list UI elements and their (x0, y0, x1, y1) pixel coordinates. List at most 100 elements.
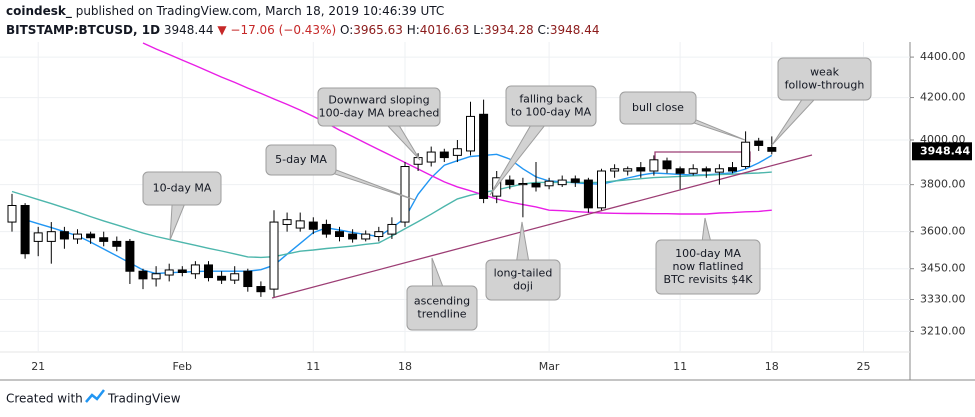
candle-body (597, 170, 606, 209)
ohlc-key: O: (340, 23, 353, 37)
published: published on TradingView.com, March 18, … (76, 4, 445, 18)
ohlc-value: 3965.63 (353, 23, 403, 37)
candle-body (73, 233, 82, 240)
candle-body (125, 240, 135, 272)
y-tick-label: 3450.00 (920, 262, 966, 275)
header-line-2: BITSTAMP:BTCUSD, 1D 3948.44 ▼ −17.06 (−0… (6, 23, 599, 37)
ohlc-key: L: (473, 23, 484, 37)
x-tick-label: Mar (539, 360, 560, 373)
moving-average (142, 42, 772, 215)
callout-text: long-tailed (494, 267, 553, 280)
candles (7, 99, 777, 297)
moving-average (24, 153, 773, 275)
callout-text: BTC revisits $4K (664, 273, 754, 286)
callout-text: 10-day MA (153, 182, 212, 195)
candle-body (138, 270, 148, 280)
candle-body (714, 168, 724, 173)
callout-text: doji (513, 280, 533, 293)
ohlc-value: 4016.63 (420, 23, 470, 37)
candle-body (151, 273, 161, 280)
candle-body (230, 273, 240, 281)
callout-box (619, 91, 697, 125)
candle-body (335, 231, 344, 238)
candle-body (544, 180, 554, 187)
callout-box (317, 87, 441, 127)
symbol: BITSTAMP:BTCUSD, 1D (6, 23, 160, 37)
candle-body (243, 270, 253, 288)
callout-text: trendline (417, 308, 466, 321)
y-tick-label: 3330.00 (920, 293, 966, 306)
candle-body (623, 168, 633, 172)
callout-text: 100-day MA (675, 247, 741, 260)
ohlc-key: H: (407, 23, 420, 37)
callout-text: falling back (519, 93, 583, 106)
candle-body (59, 231, 69, 240)
axes: 3210.003330.003450.003600.003800.004000.… (31, 50, 972, 373)
candle-body (164, 269, 174, 276)
candle-body (662, 160, 672, 170)
candle-body (400, 166, 410, 223)
callout: 5-day MA (265, 144, 416, 201)
callout: bull close (619, 91, 746, 141)
candle-body (361, 233, 371, 240)
candle-body (741, 141, 751, 168)
candle-body (321, 223, 331, 235)
callout-box (505, 85, 597, 127)
callout-text: Downward sloping (328, 94, 429, 107)
candle-body (426, 151, 436, 163)
candle-body (46, 231, 56, 242)
candle-body (204, 264, 213, 279)
candle-body (675, 168, 685, 174)
callout-box (406, 285, 478, 331)
y-tick-label: 3800.00 (920, 178, 966, 191)
callout-text: 100-day MA breached (319, 107, 440, 120)
brand-logo (85, 389, 105, 403)
candle-body (217, 275, 227, 281)
x-tick-label: 25 (857, 360, 871, 373)
x-tick-label: 18 (765, 360, 779, 373)
last-price-label: 3948.44 (920, 144, 970, 157)
candle-body (518, 182, 528, 186)
callout-text: 5-day MA (275, 153, 327, 166)
callout: 10-day MA (142, 171, 222, 241)
candle-body (505, 179, 515, 186)
callout-box (777, 57, 872, 101)
candle-body (190, 264, 200, 275)
candle-body (479, 113, 489, 199)
candle-body (256, 286, 266, 293)
callout-box (142, 171, 222, 206)
callout-text: ascending (414, 295, 470, 308)
price: 3948.44 (164, 23, 214, 37)
candle-body (636, 167, 646, 172)
candle-body (387, 223, 397, 235)
y-tick-label: 3210.00 (920, 324, 966, 337)
callout-box (655, 239, 761, 295)
ohlc-key: C: (537, 23, 549, 37)
x-tick-label: 11 (673, 360, 687, 373)
candle-body (282, 219, 292, 225)
candle-body (348, 233, 358, 240)
candle-body (557, 179, 567, 186)
x-tick-label: Feb (173, 360, 192, 373)
candle-body (439, 151, 449, 159)
candle-body (767, 147, 777, 152)
candle-body (754, 140, 764, 146)
candle-body (688, 168, 698, 174)
candle-body (583, 179, 593, 209)
header-line-1: coindesk_ published on TradingView.com, … (6, 4, 444, 19)
candle-body (374, 231, 384, 238)
publisher: coindesk_ (6, 4, 72, 19)
footer-brand: TradingView (107, 392, 181, 406)
candle-body (7, 204, 17, 223)
candle-body (269, 221, 279, 290)
callout-text: bull close (632, 101, 684, 114)
candle-body (728, 167, 737, 172)
trendline (271, 154, 813, 299)
x-tick-label: 18 (398, 360, 412, 373)
candle-body (20, 204, 30, 255)
